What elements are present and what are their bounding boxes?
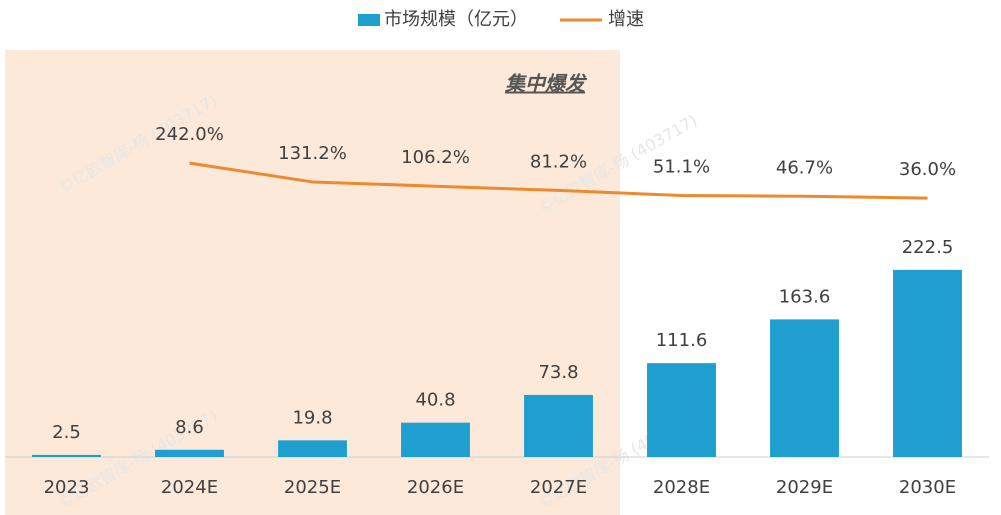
bar-value-label: 2.5 bbox=[52, 422, 81, 443]
x-tick-label: 2028E bbox=[653, 477, 710, 498]
x-tick-label: 2027E bbox=[530, 477, 587, 498]
bar-value-label: 73.8 bbox=[538, 362, 578, 383]
line-value-label: 106.2% bbox=[401, 147, 470, 168]
line-value-label: 46.7% bbox=[776, 157, 833, 178]
bar bbox=[524, 394, 593, 457]
highlight-region bbox=[5, 50, 620, 515]
bar-value-label: 163.6 bbox=[779, 286, 831, 307]
bar-value-label: 222.5 bbox=[902, 237, 954, 258]
x-tick-label: 2025E bbox=[284, 477, 341, 498]
x-tick-label: 2024E bbox=[161, 477, 218, 498]
bar bbox=[893, 269, 962, 457]
bar bbox=[278, 440, 347, 457]
legend-label: 增速 bbox=[608, 9, 644, 30]
line-value-label: 131.2% bbox=[278, 143, 347, 164]
bar-value-label: 8.6 bbox=[175, 417, 204, 438]
line bbox=[189, 161, 928, 200]
bar-value-label: 19.8 bbox=[292, 407, 332, 428]
bar-value-label: 40.8 bbox=[415, 390, 455, 411]
x-tick-label: 2029E bbox=[776, 477, 833, 498]
line-value-label: 242.0% bbox=[155, 124, 224, 145]
legend-swatch bbox=[358, 14, 380, 26]
bar bbox=[647, 363, 716, 457]
line-value-label: 51.1% bbox=[653, 157, 710, 178]
bar bbox=[770, 319, 839, 457]
bar-value-label: 111.6 bbox=[656, 330, 708, 351]
bar bbox=[401, 422, 470, 457]
annotation: 集中爆发 bbox=[504, 72, 588, 96]
bar bbox=[32, 454, 101, 457]
line-value-label: 36.0% bbox=[899, 159, 956, 180]
legend-label: 市场规模（亿元） bbox=[384, 9, 528, 30]
bar bbox=[155, 449, 224, 457]
x-tick-label: 2030E bbox=[899, 477, 956, 498]
x-tick-label: 2026E bbox=[407, 477, 464, 498]
line-value-label: 81.2% bbox=[530, 151, 587, 172]
x-tick-label: 2023 bbox=[44, 477, 90, 498]
